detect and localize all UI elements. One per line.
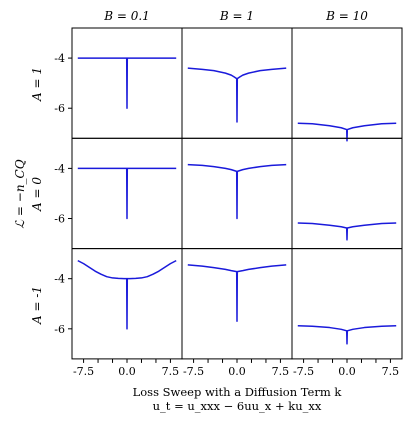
series-line-r1-c2 bbox=[297, 222, 397, 241]
x-tick-label-c2-6: 7.5 bbox=[382, 365, 400, 378]
panel-frame-r0-c2 bbox=[291, 27, 403, 139]
x-axis-title: Loss Sweep with a Diffusion Term k bbox=[133, 385, 343, 399]
panel-grid: -4-6-4-6-4-6-7.5 0.0 7.5 -7.5 0.0 7.5 -7.5 0.0 7… bbox=[54, 27, 403, 378]
series-line-r0-c1 bbox=[187, 67, 287, 123]
series-line-r0-c2 bbox=[297, 122, 397, 142]
y-tick-label-r1-0: -4 bbox=[54, 162, 65, 175]
x-axis-equation: u_t = u_xxx − 6uu_x + ku_xx bbox=[153, 399, 322, 413]
series-line-r2-c1 bbox=[187, 264, 287, 323]
x-tick-label-c1-6: 7.5 bbox=[272, 365, 290, 378]
y-tick-label-r2-0: -4 bbox=[54, 273, 65, 286]
y-tick-label-r0-0: -4 bbox=[54, 52, 65, 65]
series-line-r1-c1 bbox=[187, 163, 287, 220]
series-line-r0-c0 bbox=[77, 57, 177, 109]
row-label-a-1: A = 1 bbox=[30, 67, 44, 102]
shared-y-label: ℒ = −n_CQ bbox=[13, 159, 27, 228]
row-label-a-0: A = 0 bbox=[30, 177, 44, 212]
series-line-r1-c0 bbox=[77, 167, 177, 220]
column-label-b-1: B = 1 bbox=[219, 9, 254, 23]
series-line-r2-c2 bbox=[297, 325, 397, 345]
x-tick-label-c0-6: 7.5 bbox=[162, 365, 180, 378]
y-tick-label-r2-1: -6 bbox=[54, 323, 65, 336]
x-tick-label-c2-0: -7.5 bbox=[293, 365, 314, 378]
x-tick-label-c2-3: 0.0 bbox=[338, 365, 356, 378]
x-tick-label-c1-0: -7.5 bbox=[183, 365, 204, 378]
column-label-b-10: B = 10 bbox=[325, 9, 368, 23]
row-label-a-neg1: A = -1 bbox=[30, 286, 44, 325]
x-tick-label-c1-3: 0.0 bbox=[228, 365, 246, 378]
column-label-b-0-1: B = 0.1 bbox=[103, 9, 150, 23]
y-tick-label-r0-1: -6 bbox=[54, 102, 65, 115]
x-tick-label-c0-3: 0.0 bbox=[118, 365, 136, 378]
x-tick-label-c0-0: -7.5 bbox=[73, 365, 94, 378]
y-tick-label-r1-1: -6 bbox=[54, 213, 65, 226]
series-line-r2-c0 bbox=[77, 259, 177, 330]
